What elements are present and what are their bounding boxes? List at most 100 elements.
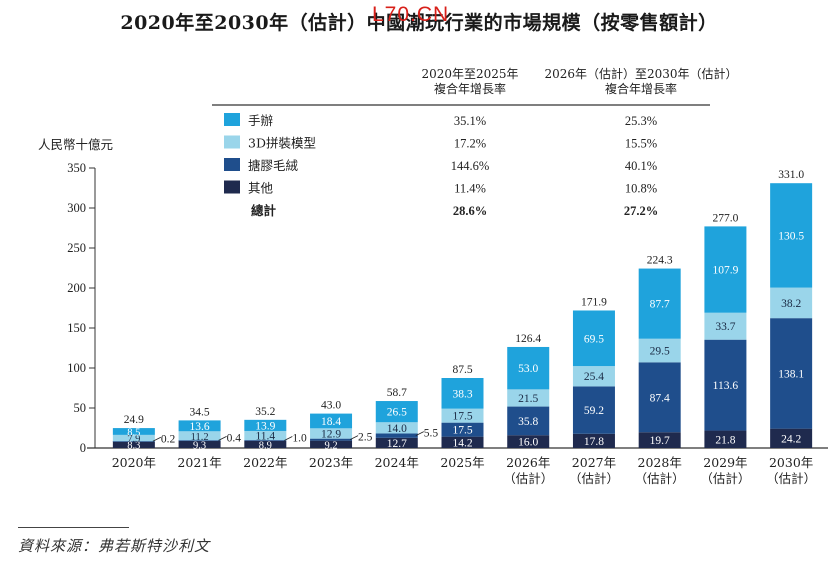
x-tick-sublabel: （估計）: [503, 471, 553, 486]
bars: 8.3 0.2 7.98.524.9 2020年 9.3 0.4 11.213.6 34.5 2…: [112, 169, 816, 486]
bar-segment: [704, 226, 747, 313]
segment-label: 8.3: [127, 441, 140, 452]
leader-line: [218, 436, 227, 441]
bar-segment: [638, 338, 681, 363]
cagr-value: 40.1%: [625, 159, 657, 173]
segment-label: 16.0: [518, 437, 538, 449]
cagr-value: 25.3%: [625, 114, 657, 128]
legend-swatch: [224, 135, 240, 149]
bar-group: 8.3 0.2 7.98.524.9 2020年: [112, 414, 176, 470]
bar-segment: [507, 346, 550, 390]
bar-segment: [112, 428, 155, 435]
legend-label: 手辦: [248, 113, 273, 128]
source-note: 資料來源：弗若斯特沙利文: [18, 537, 211, 555]
bar-segment: [770, 428, 813, 448]
x-tick-label: 2028年: [638, 455, 682, 470]
bar-segment: [770, 183, 813, 288]
bar-segment: [770, 287, 813, 319]
bar-segment: [375, 437, 418, 448]
segment-label: 11.2: [191, 432, 209, 443]
segment-label: 24.2: [781, 433, 801, 445]
bar-segment: [244, 440, 287, 448]
segment-label: 14.0: [387, 423, 407, 435]
cagr-value: 35.1%: [454, 114, 486, 128]
legend-row: 手辦 35.1% 25.3%: [224, 113, 657, 128]
bar-group: 8.9 1.0 11.413.9 35.2 2022年: [243, 406, 307, 470]
legend-label: 3D拼裝模型: [248, 136, 316, 151]
y-tick-label: 100: [67, 361, 86, 375]
segment-label: 11.4: [255, 431, 275, 443]
bar-segment: [507, 435, 550, 448]
bar-segment: [572, 386, 615, 434]
legend-row: 其他 11.4% 10.8%: [224, 180, 657, 196]
bar-segment: [572, 433, 615, 448]
segment-label: 1.0: [292, 432, 307, 444]
segment-label: 87.7: [650, 299, 670, 311]
bar-segment: [178, 440, 221, 448]
total-label: 58.7: [387, 387, 407, 399]
x-tick-label: 2025年: [440, 455, 484, 470]
bar-segment: [244, 430, 287, 441]
bar-segment: [704, 312, 747, 340]
bar-segment: [441, 378, 484, 409]
legend-swatch: [224, 158, 240, 171]
bar-segment: [638, 268, 681, 339]
y-tick-label: 200: [67, 281, 86, 295]
legend-swatch: [224, 180, 240, 194]
bar-segment: [638, 362, 681, 433]
bar-segment: [112, 441, 155, 448]
bar-group: 21.8 113.6 33.7 107.9 277.0 2029年（估計）: [700, 212, 750, 486]
x-tick-sublabel: （估計）: [635, 471, 685, 486]
y-tick-label: 0: [80, 441, 86, 455]
segment-label: 7.9: [127, 434, 140, 445]
segment-label: 19.7: [650, 435, 670, 447]
segment-label: 21.5: [518, 393, 538, 405]
leader-line: [284, 436, 293, 441]
total-label: 87.5: [452, 364, 472, 376]
x-tick-label: 2022年: [243, 455, 287, 470]
total-label: 24.9: [124, 414, 144, 426]
bar-group: 17.8 59.2 25.4 69.5 171.9 2027年（估計）: [569, 296, 619, 486]
legend-label-total: 總計: [251, 203, 277, 218]
segment-label: 29.5: [650, 346, 670, 358]
bar-segment: [375, 422, 418, 434]
bar-segment: [704, 430, 747, 448]
bar-segment: [375, 433, 418, 438]
bar-segment: [310, 428, 353, 439]
segment-label: 33.7: [715, 321, 735, 333]
segment-label: 13.9: [255, 420, 275, 432]
bar-segment: [244, 419, 287, 431]
legend-swatch: [224, 113, 240, 126]
total-label: 126.4: [515, 333, 541, 345]
segment-label: 13.6: [190, 421, 210, 433]
bar-group: 16.0 35.8 21.5 53.0 126.4 2026年（估計）: [503, 333, 553, 486]
bar-segment: [572, 310, 615, 367]
bar-segment: [310, 438, 353, 441]
bar-segment: [244, 440, 287, 441]
cagr-value: 27.2%: [624, 204, 658, 218]
segment-label: 107.9: [712, 265, 738, 277]
segment-label: 9.2: [324, 440, 337, 451]
bar-segment: [441, 422, 484, 437]
legend-row: 搪膠毛絨 144.6% 40.1%: [224, 158, 657, 173]
bar-segment: [310, 440, 353, 448]
segment-label: 5.5: [424, 428, 439, 440]
segment-label: 9.3: [193, 440, 206, 451]
bar-segment: [704, 339, 747, 431]
bar-segment: [375, 401, 418, 423]
segment-label: 26.5: [387, 407, 407, 419]
cagr-value: 15.5%: [625, 137, 657, 151]
bar-segment: [638, 432, 681, 448]
total-label: 34.5: [190, 406, 210, 418]
legend-row: 總計 28.6% 27.2%: [251, 203, 658, 218]
bar-segment: [507, 389, 550, 407]
bar-group: 12.7 5.5 14.0 26.5 58.7 2024年: [375, 387, 439, 470]
bar-group: 9.3 0.4 11.213.6 34.5 2021年: [177, 406, 241, 470]
bar-segment: [572, 366, 615, 387]
bar-group: 24.2 138.1 38.2 130.5 331.0 2030年（估計）: [766, 169, 816, 486]
segment-label: 8.9: [259, 440, 272, 451]
segment-label: 38.3: [452, 388, 472, 400]
segment-label: 17.8: [584, 436, 604, 448]
segment-label: 14.2: [452, 437, 472, 449]
